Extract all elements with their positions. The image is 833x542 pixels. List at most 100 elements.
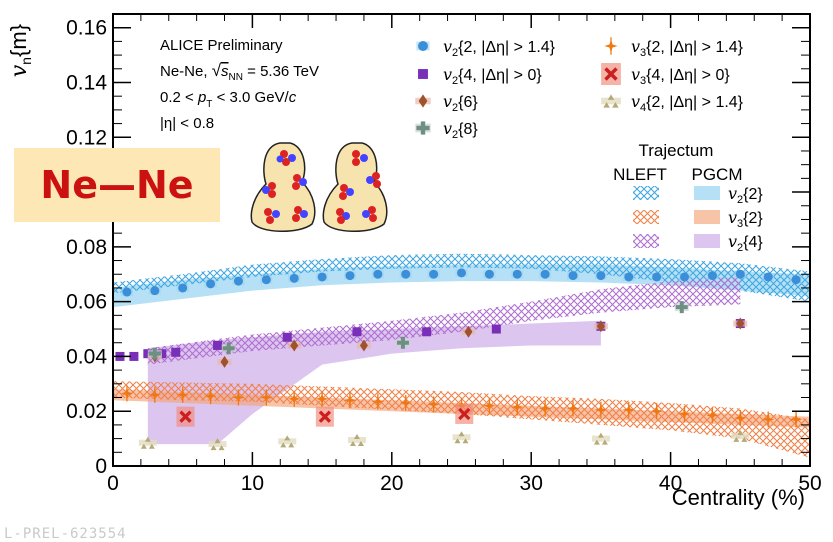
legend-label: v2{4, |Δη| > 0} — [443, 65, 542, 87]
data-point — [288, 392, 301, 405]
data-point — [568, 271, 578, 281]
nucleus-right — [322, 142, 388, 232]
data-point — [401, 269, 411, 279]
legend-label: v2{2} — [728, 184, 763, 206]
nucleus-left — [250, 142, 316, 232]
data-point — [429, 269, 439, 279]
data-point — [359, 339, 368, 352]
data-point — [790, 413, 803, 426]
data-point — [399, 396, 412, 409]
legend-model-col: NLEFT — [613, 165, 667, 184]
syst-box — [452, 434, 471, 441]
y-tick-label: 0.08 — [66, 236, 107, 259]
x-axis-label: Centrality (%) — [672, 485, 805, 510]
data-point — [373, 269, 383, 279]
series-triangles — [138, 429, 750, 451]
legend-label: v2{6} — [443, 92, 478, 114]
data-point — [735, 269, 745, 279]
data-point — [594, 403, 607, 416]
legend-entry: v3{4, |Δη| > 0} — [601, 63, 730, 87]
model-band — [113, 253, 810, 302]
data-point — [206, 279, 216, 289]
legend-label: v3{2} — [728, 208, 763, 230]
y-tick-label: 0 — [95, 455, 107, 478]
data-point — [122, 287, 132, 297]
data-point — [418, 41, 428, 51]
syst-box — [138, 439, 157, 446]
data-point — [483, 399, 496, 412]
data-point — [603, 94, 619, 108]
legend-entry: v2{4, |Δη| > 0} — [418, 65, 542, 87]
header-line-2: Ne-Ne, √sNN = 5.36 TeV — [160, 61, 319, 83]
y-tick-label: 0.12 — [66, 126, 107, 149]
data-point — [733, 429, 748, 442]
data-point — [396, 336, 409, 349]
model-band — [147, 320, 601, 445]
data-point — [464, 325, 473, 338]
data-point — [171, 347, 181, 357]
data-point — [150, 286, 160, 296]
data-point — [512, 269, 522, 279]
legend-hatch-swatch — [633, 210, 659, 224]
legend-label: v2{2, |Δη| > 1.4} — [443, 37, 556, 59]
legend-model-col: PGCM — [692, 165, 743, 184]
data-point — [371, 395, 384, 408]
data-point — [343, 394, 356, 407]
legend-label: v2{4} — [728, 232, 763, 254]
data-point — [213, 340, 223, 350]
header-line-1: ALICE Preliminary — [160, 37, 283, 54]
data-point — [148, 347, 161, 360]
data-point — [427, 398, 440, 411]
syst-box — [208, 441, 227, 448]
data-point — [650, 405, 663, 418]
data-point — [232, 391, 245, 404]
header-line-4: |η| < 0.8 — [160, 115, 214, 132]
legend-fill-swatch — [694, 210, 720, 224]
data-point — [736, 317, 745, 330]
legend-label: v2{8} — [443, 119, 478, 141]
y-tick-label: 0.06 — [66, 291, 107, 314]
data-point — [418, 94, 428, 108]
data-point — [675, 301, 688, 314]
data-point — [120, 387, 133, 400]
data-point — [596, 271, 606, 281]
data-point — [140, 436, 155, 449]
legend-label: v3{4, |Δη| > 0} — [631, 65, 730, 87]
header-line-3: 0.2 < pT < 3.0 GeV/c — [160, 89, 297, 110]
data-point — [511, 401, 524, 414]
data-point — [567, 402, 580, 415]
data-point — [762, 413, 775, 426]
data-point — [280, 435, 295, 448]
legend: v2{2, |Δη| > 1.4} v2{4, |Δη| > 0} v2{6} v2{… — [415, 37, 763, 254]
data-point — [179, 410, 192, 423]
data-point — [652, 272, 662, 282]
data-point — [233, 276, 243, 286]
data-point — [458, 407, 471, 421]
data-point — [454, 431, 469, 444]
data-point — [345, 271, 355, 281]
y-tick-label: 0.02 — [66, 400, 107, 423]
x-tick-label: 10 — [241, 472, 264, 495]
data-point — [491, 324, 501, 334]
data-point — [622, 403, 635, 416]
y-tick-label: 0.14 — [66, 71, 107, 94]
legend-model-title: Trajectum — [639, 141, 714, 160]
syst-box — [278, 438, 297, 445]
legend-label: v3{2, |Δη| > 1.4} — [631, 37, 744, 59]
legend-fill-swatch — [694, 234, 720, 248]
x-tick-label: 50 — [798, 472, 821, 495]
data-point — [176, 388, 189, 401]
syst-box — [591, 435, 610, 442]
syst-box — [347, 436, 366, 443]
data-point — [539, 402, 552, 415]
legend-entry: v2{2, |Δη| > 1.4} — [416, 37, 556, 59]
data-point — [624, 272, 634, 282]
data-point — [706, 409, 719, 422]
y-tick-label: 0.16 — [66, 17, 107, 40]
series-cross — [147, 301, 689, 360]
data-point — [596, 320, 605, 333]
x-tick-label: 0 — [107, 472, 119, 495]
data-point — [261, 275, 271, 285]
data-point — [484, 269, 494, 279]
